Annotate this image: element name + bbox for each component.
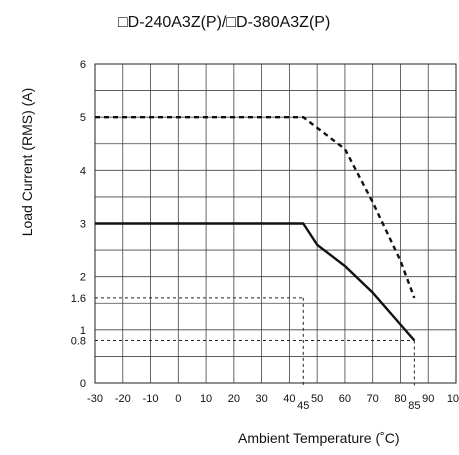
x-tick-label: -10 bbox=[143, 393, 159, 405]
x-tick-label-special: 85 bbox=[408, 400, 420, 412]
x-tick-label: 0 bbox=[175, 393, 181, 405]
x-tick-label: 90 bbox=[422, 393, 434, 405]
x-tick-label: 80 bbox=[394, 393, 406, 405]
x-tick-label: -20 bbox=[115, 393, 131, 405]
y-axis-label: Load Current (RMS) (A) bbox=[19, 87, 35, 237]
y-tick-label: 4 bbox=[80, 165, 86, 177]
x-tick-label: -30 bbox=[87, 393, 103, 405]
series-line-dashed bbox=[95, 115, 416, 299]
x-tick-label: 50 bbox=[311, 393, 323, 405]
x-tick-label: 10 bbox=[200, 393, 212, 405]
y-tick-label: 1 bbox=[80, 325, 86, 337]
x-axis-label: Ambient Temperature (˚C) bbox=[238, 430, 400, 446]
y-tick-label: 1.6 bbox=[71, 293, 86, 305]
y-tick-label: 2 bbox=[80, 272, 86, 284]
x-tick-label: 100 bbox=[447, 393, 459, 405]
x-tick-label: 40 bbox=[283, 393, 295, 405]
y-tick-label: 0 bbox=[80, 378, 86, 390]
x-tick-label: 60 bbox=[339, 393, 351, 405]
series-line-solid bbox=[95, 222, 416, 342]
y-tick-label: 0.8 bbox=[71, 335, 86, 347]
x-tick-label: 20 bbox=[228, 393, 240, 405]
x-tick-label-special: 45 bbox=[297, 400, 309, 412]
chart-title: □D-240A3Z(P)/□D-380A3Z(P) bbox=[118, 14, 331, 31]
x-tick-label: 30 bbox=[255, 393, 267, 405]
y-tick-label: 6 bbox=[80, 59, 86, 71]
y-tick-label: 5 bbox=[80, 112, 86, 124]
x-tick-label: 70 bbox=[367, 393, 379, 405]
y-tick-label: 3 bbox=[80, 219, 86, 231]
